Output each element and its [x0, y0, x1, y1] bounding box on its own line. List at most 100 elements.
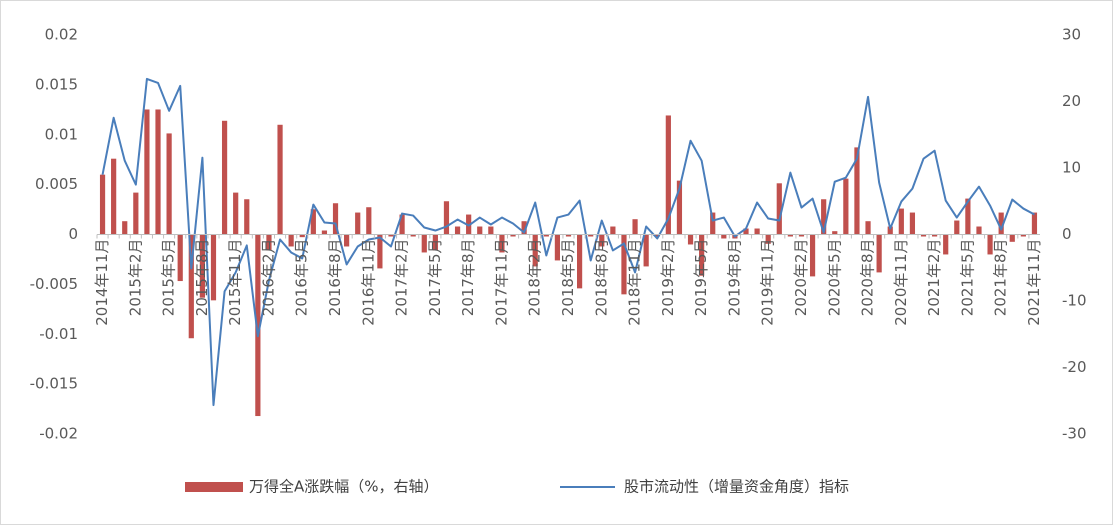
- bar: [144, 109, 150, 235]
- bar: [99, 174, 106, 235]
- bar: [932, 234, 938, 237]
- y-tick-label: 0.005: [35, 175, 78, 193]
- bar: [721, 234, 727, 239]
- bar: [366, 207, 372, 235]
- bar: [665, 115, 671, 235]
- bar: [477, 226, 483, 235]
- y-tick-label: -0.02: [39, 425, 78, 443]
- legend-label: 万得全A涨跌幅（%，右轴）: [249, 478, 439, 496]
- bar: [244, 199, 250, 235]
- bar: [399, 214, 405, 235]
- bar: [987, 234, 993, 255]
- bar: [920, 234, 927, 237]
- bar: [310, 209, 316, 235]
- y-tick-label: -0.005: [30, 275, 78, 293]
- bar: [699, 234, 705, 276]
- bar: [521, 221, 527, 235]
- bar: [943, 234, 949, 255]
- bar: [710, 212, 716, 235]
- bar: [654, 234, 660, 237]
- x-tick-label: 2019年2月: [659, 239, 677, 317]
- bar: [277, 124, 283, 235]
- bar: [421, 234, 427, 253]
- bar: [199, 234, 205, 298]
- bar: [565, 234, 572, 237]
- bar: [954, 220, 960, 235]
- bar: [599, 234, 605, 247]
- bar: [798, 234, 805, 237]
- x-tick-label: 2020年11月: [892, 239, 910, 326]
- bar: [843, 178, 849, 235]
- x-tick-label: 2015年2月: [126, 239, 144, 317]
- bar: [588, 234, 594, 237]
- bar: [111, 158, 117, 235]
- x-tick-label: 2020年5月: [825, 239, 843, 317]
- x-tick-label: 2021年8月: [992, 239, 1010, 317]
- bar: [344, 234, 350, 247]
- y2-tick-label: 0: [1062, 225, 1072, 243]
- x-tick-label: 2018年11月: [626, 239, 644, 326]
- bar: [332, 203, 339, 235]
- bar: [554, 234, 561, 261]
- bar: [909, 212, 916, 235]
- x-tick-label: 2016年5月: [293, 239, 311, 317]
- bar: [965, 198, 971, 235]
- y2-tick-label: 30: [1062, 26, 1081, 44]
- bar: [743, 228, 749, 235]
- x-tick-label: 2018年5月: [559, 239, 577, 317]
- bar: [177, 234, 183, 282]
- bar: [377, 234, 383, 269]
- bar: [155, 109, 161, 235]
- x-tick-label: 2019年11月: [759, 239, 777, 326]
- x-tick-label: 2021年11月: [1025, 239, 1043, 326]
- bar: [233, 192, 239, 235]
- bar: [321, 230, 328, 235]
- x-tick-label: 2019年5月: [692, 239, 710, 317]
- bar: [443, 201, 450, 235]
- y-tick-label: 0: [68, 225, 78, 243]
- x-tick-label: 2015年8月: [193, 239, 211, 317]
- bar: [898, 208, 904, 235]
- y2-tick-label: 10: [1062, 159, 1081, 177]
- bar: [1020, 234, 1026, 237]
- bar: [643, 234, 649, 267]
- x-tick-label: 2018年8月: [592, 239, 610, 317]
- x-tick-label: 2020年8月: [859, 239, 877, 317]
- bar: [221, 120, 228, 235]
- bar: [188, 234, 194, 339]
- bar: [255, 234, 261, 417]
- bar: [1031, 212, 1038, 235]
- bar: [787, 234, 793, 237]
- bar: [122, 221, 128, 235]
- bar: [876, 234, 882, 273]
- x-tick-label: 2021年2月: [925, 239, 943, 317]
- bar: [388, 234, 394, 237]
- y2-tick-label: -10: [1062, 292, 1087, 310]
- bar: [355, 212, 361, 235]
- bar: [998, 212, 1004, 235]
- bar: [809, 234, 816, 277]
- bar: [576, 234, 583, 289]
- x-tick-label: 2020年2月: [792, 239, 810, 317]
- y-tick-label: 0.02: [45, 26, 78, 44]
- bar: [632, 219, 638, 235]
- bar: [543, 234, 549, 237]
- y-tick-label: -0.01: [39, 325, 78, 343]
- bar: [854, 147, 860, 235]
- y2-tick-label: 20: [1062, 92, 1081, 110]
- bar: [865, 221, 871, 235]
- bar: [676, 180, 683, 235]
- x-tick-label: 2015年5月: [160, 239, 178, 317]
- bar: [488, 226, 494, 235]
- x-tick-label: 2021年5月: [958, 239, 976, 317]
- bar: [454, 226, 461, 235]
- bar: [499, 234, 505, 253]
- bar: [687, 234, 694, 245]
- bar: [1009, 234, 1015, 242]
- x-tick-label: 2015年11月: [226, 239, 244, 326]
- x-tick-label: 2016年2月: [259, 239, 277, 317]
- y2-tick-label: -30: [1062, 425, 1087, 443]
- bar: [887, 226, 893, 235]
- bar: [821, 199, 827, 235]
